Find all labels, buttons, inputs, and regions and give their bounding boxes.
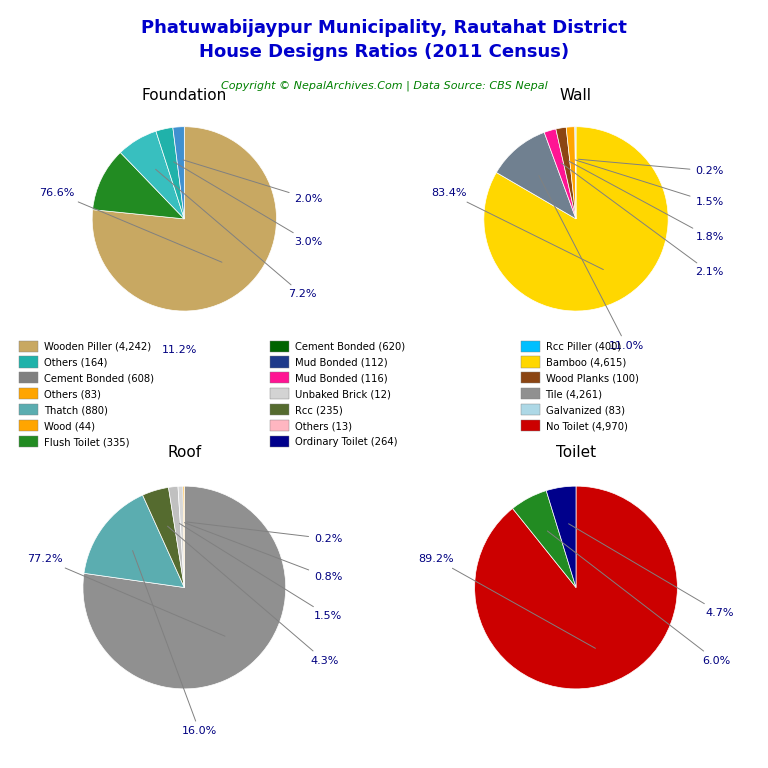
Text: No Toilet (4,970): No Toilet (4,970) [545, 421, 627, 431]
Wedge shape [575, 127, 576, 219]
Text: Ordinary Toilet (264): Ordinary Toilet (264) [295, 437, 397, 447]
Text: Thatch (880): Thatch (880) [44, 406, 108, 415]
Wedge shape [546, 486, 576, 588]
Text: 3.0%: 3.0% [174, 162, 323, 247]
Text: Mud Bonded (116): Mud Bonded (116) [295, 373, 387, 383]
Wedge shape [512, 491, 576, 588]
Text: Flush Toilet (335): Flush Toilet (335) [44, 437, 129, 447]
Wedge shape [84, 495, 184, 588]
Wedge shape [178, 486, 184, 588]
Wedge shape [183, 486, 184, 588]
Wedge shape [484, 127, 668, 311]
Wedge shape [92, 127, 276, 311]
Text: 76.6%: 76.6% [39, 188, 222, 262]
Wedge shape [93, 153, 184, 219]
FancyBboxPatch shape [521, 420, 540, 431]
Text: Rcc (235): Rcc (235) [295, 406, 343, 415]
Text: Mud Bonded (112): Mud Bonded (112) [295, 358, 387, 368]
Text: Bamboo (4,615): Bamboo (4,615) [545, 358, 626, 368]
FancyBboxPatch shape [521, 340, 540, 352]
Wedge shape [545, 129, 576, 219]
Text: Others (164): Others (164) [44, 358, 108, 368]
FancyBboxPatch shape [521, 389, 540, 399]
Text: Wood Planks (100): Wood Planks (100) [545, 373, 638, 383]
Text: 16.0%: 16.0% [133, 551, 217, 737]
Text: Phatuwabijaypur Municipality, Rautahat District
House Designs Ratios (2011 Censu: Phatuwabijaypur Municipality, Rautahat D… [141, 19, 627, 61]
Text: Copyright © NepalArchives.Com | Data Source: CBS Nepal: Copyright © NepalArchives.Com | Data Sou… [220, 81, 548, 91]
Text: 2.1%: 2.1% [561, 163, 723, 277]
Text: Tile (4,261): Tile (4,261) [545, 389, 603, 399]
FancyBboxPatch shape [19, 340, 38, 352]
Text: Cement Bonded (620): Cement Bonded (620) [295, 342, 405, 352]
FancyBboxPatch shape [19, 372, 38, 383]
Text: 1.5%: 1.5% [575, 160, 723, 207]
Text: 0.2%: 0.2% [187, 522, 343, 544]
FancyBboxPatch shape [270, 389, 289, 399]
Title: Foundation: Foundation [141, 88, 227, 102]
Wedge shape [556, 127, 576, 219]
FancyBboxPatch shape [270, 420, 289, 431]
Title: Toilet: Toilet [556, 445, 596, 459]
Text: 83.4%: 83.4% [431, 188, 604, 270]
Text: 6.0%: 6.0% [548, 531, 730, 666]
Text: Cement Bonded (608): Cement Bonded (608) [44, 373, 154, 383]
Title: Roof: Roof [167, 445, 201, 459]
Wedge shape [475, 486, 677, 689]
Text: 0.8%: 0.8% [184, 523, 343, 582]
Text: 2.0%: 2.0% [184, 160, 323, 204]
Text: 7.2%: 7.2% [156, 169, 316, 300]
FancyBboxPatch shape [521, 356, 540, 368]
FancyBboxPatch shape [19, 420, 38, 431]
Wedge shape [496, 132, 576, 219]
Wedge shape [121, 131, 184, 219]
Text: 4.3%: 4.3% [167, 526, 339, 666]
Text: 77.2%: 77.2% [27, 554, 225, 636]
FancyBboxPatch shape [270, 340, 289, 352]
Text: Unbaked Brick (12): Unbaked Brick (12) [295, 389, 391, 399]
FancyBboxPatch shape [270, 356, 289, 368]
Text: 11.2%: 11.2% [162, 345, 197, 355]
Text: 89.2%: 89.2% [419, 554, 595, 648]
Text: Others (83): Others (83) [44, 389, 101, 399]
Wedge shape [83, 486, 286, 689]
Wedge shape [173, 127, 184, 219]
FancyBboxPatch shape [19, 356, 38, 368]
Text: Wood (44): Wood (44) [44, 421, 94, 431]
Wedge shape [156, 127, 184, 219]
FancyBboxPatch shape [270, 436, 289, 447]
FancyBboxPatch shape [270, 404, 289, 415]
FancyBboxPatch shape [19, 389, 38, 399]
Text: Galvanized (83): Galvanized (83) [545, 406, 624, 415]
Text: Rcc Piller (400): Rcc Piller (400) [545, 342, 621, 352]
Text: 11.0%: 11.0% [539, 175, 644, 351]
FancyBboxPatch shape [521, 372, 540, 383]
Text: 1.8%: 1.8% [568, 161, 723, 243]
Wedge shape [566, 127, 576, 219]
FancyBboxPatch shape [19, 436, 38, 447]
Text: Wooden Piller (4,242): Wooden Piller (4,242) [44, 342, 151, 352]
FancyBboxPatch shape [521, 404, 540, 415]
FancyBboxPatch shape [19, 404, 38, 415]
Wedge shape [143, 488, 184, 588]
Text: 0.2%: 0.2% [578, 159, 723, 176]
Title: Wall: Wall [560, 88, 592, 102]
FancyBboxPatch shape [270, 372, 289, 383]
Text: Others (13): Others (13) [295, 421, 352, 431]
Text: 4.7%: 4.7% [568, 524, 734, 618]
Text: 1.5%: 1.5% [180, 524, 343, 621]
Wedge shape [168, 486, 184, 588]
